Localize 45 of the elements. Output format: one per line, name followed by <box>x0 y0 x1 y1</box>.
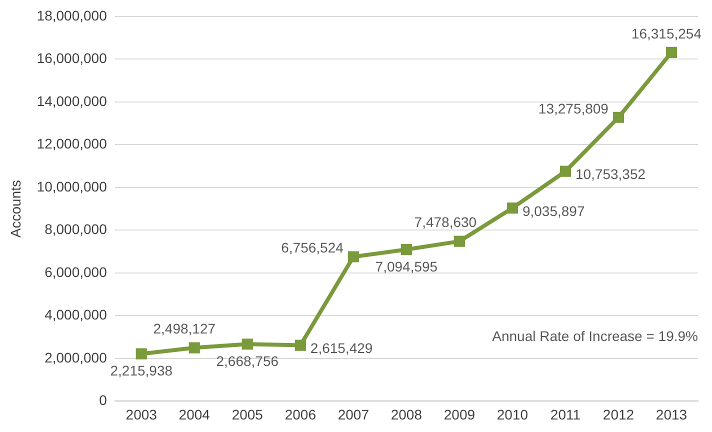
x-tick-label: 2012 <box>602 406 634 422</box>
data-label: 9,035,897 <box>522 202 585 219</box>
point <box>400 244 412 256</box>
x-tick-label: 2011 <box>550 406 581 422</box>
point <box>666 46 678 58</box>
y-axis-title: Accounts <box>7 180 24 238</box>
data-label: 13,275,809 <box>538 100 609 116</box>
annotation: Annual Rate of Increase = 19.9% <box>492 328 698 344</box>
point <box>348 251 359 262</box>
data-label: 2,498,127 <box>153 320 216 337</box>
point <box>612 112 624 123</box>
point <box>454 236 465 247</box>
x-tick-label: 2004 <box>178 406 210 422</box>
x-tick-label: 2010 <box>496 406 528 422</box>
point <box>506 202 518 214</box>
data-label: 7,094,595 <box>375 258 438 274</box>
point <box>560 166 572 177</box>
data-label: 10,753,352 <box>575 166 646 182</box>
x-tick-label: 2003 <box>126 406 158 422</box>
data-label: 7,478,630 <box>414 214 477 230</box>
x-tick-label: 2005 <box>232 406 264 422</box>
data-label: 16,315,254 <box>631 25 702 42</box>
point <box>188 342 200 354</box>
x-tick-label: 2008 <box>390 406 422 422</box>
y-tick-label: 18,000,000 <box>36 7 108 24</box>
point <box>136 348 147 360</box>
data-label: 6,756,524 <box>281 240 344 256</box>
data-label: 2,668,756 <box>216 353 279 370</box>
y-tick-label: 6,000,000 <box>44 264 108 280</box>
y-tick-label: 16,000,000 <box>36 50 108 66</box>
data-label: 2,615,429 <box>310 340 373 356</box>
y-tick-label: 4,000,000 <box>44 306 108 323</box>
y-tick-label: 10,000,000 <box>36 178 108 194</box>
point <box>242 338 253 350</box>
x-tick-label: 2006 <box>284 406 316 422</box>
point <box>294 340 306 351</box>
y-tick-label: 2,000,000 <box>44 349 108 366</box>
y-tick-label: 0 <box>99 392 108 408</box>
x-tick-label: 2009 <box>444 406 476 422</box>
y-tick-label: 12,000,000 <box>36 136 108 152</box>
y-tick-label: 14,000,000 <box>36 92 108 109</box>
x-tick-label: 2013 <box>656 406 688 422</box>
data-label: 2,215,938 <box>110 362 173 379</box>
x-tick-label: 2007 <box>338 406 370 422</box>
y-tick-label: 8,000,000 <box>44 221 108 238</box>
